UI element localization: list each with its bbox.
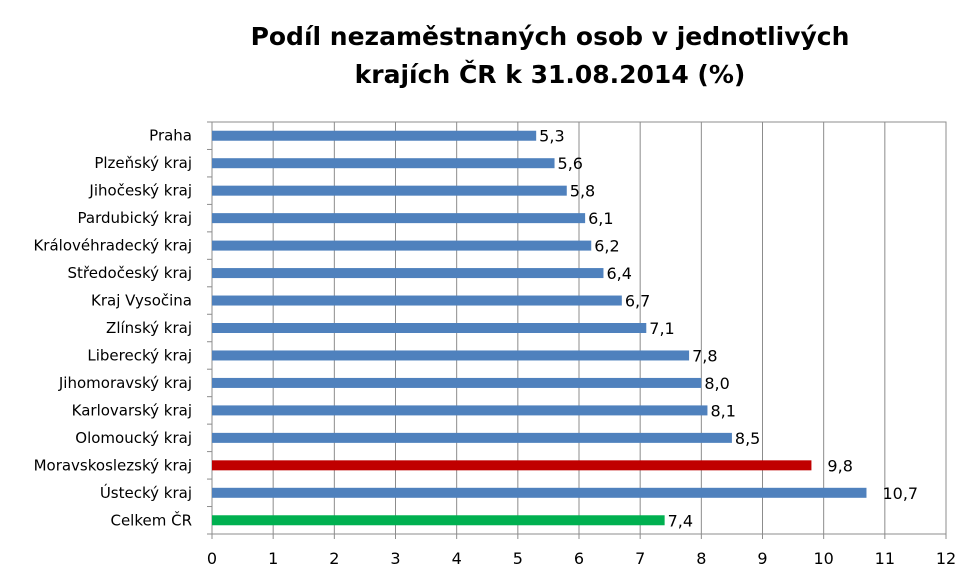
x-tick-label: 4 [452, 549, 462, 568]
bar [212, 432, 732, 443]
category-label: Praha [149, 127, 192, 145]
x-tick-label: 0 [207, 549, 217, 568]
data-label: 5,8 [570, 182, 595, 201]
bar [212, 487, 867, 498]
category-label: Olomoucký kraj [75, 429, 192, 447]
category-label: Karlovarský kraj [72, 401, 192, 419]
x-tick-label: 9 [757, 549, 767, 568]
chart-title: Podíl nezaměstnaných osob v jednotlivých… [150, 18, 950, 94]
category-label: Jihočeský kraj [88, 182, 192, 200]
chart-title-line-2: krajích ČR k 31.08.2014 (%) [354, 60, 746, 89]
category-label: Ústecký kraj [100, 483, 192, 502]
data-label: 10,7 [882, 484, 918, 503]
x-tick-label: 10 [813, 549, 833, 568]
x-tick-label: 7 [635, 549, 645, 568]
chart-title-line-1: Podíl nezaměstnaných osob v jednotlivých [250, 22, 850, 51]
data-label: 8,1 [710, 401, 735, 420]
data-label: 6,2 [594, 237, 619, 256]
x-tick-label: 2 [329, 549, 339, 568]
x-tick-label: 3 [390, 549, 400, 568]
bar [212, 268, 604, 279]
data-label: 5,3 [539, 127, 564, 146]
data-label: 6,7 [625, 292, 650, 311]
data-label: 7,1 [649, 319, 674, 338]
bar [212, 460, 812, 471]
x-tick-label: 6 [574, 549, 584, 568]
bar [212, 515, 665, 526]
bar [212, 158, 555, 169]
data-label: 7,4 [668, 511, 693, 530]
bar [212, 213, 586, 224]
category-label: Jihomoravský kraj [58, 374, 192, 392]
bar [212, 350, 690, 361]
x-tick-label: 8 [696, 549, 706, 568]
bar [212, 185, 567, 196]
data-label: 5,6 [558, 154, 583, 173]
category-label: Liberecký kraj [87, 346, 192, 364]
data-label: 8,0 [704, 374, 729, 393]
data-label: 7,8 [692, 346, 717, 365]
category-label: Pardubický kraj [78, 209, 192, 227]
category-label: Zlínský kraj [106, 319, 192, 337]
x-tick-label: 12 [936, 549, 956, 568]
category-label: Celkem ČR [110, 510, 192, 529]
category-label: Středočeský kraj [68, 264, 192, 282]
data-label: 9,8 [827, 456, 852, 475]
category-label: Královéhradecký kraj [33, 237, 192, 255]
bar [212, 377, 702, 388]
x-tick-label: 1 [268, 549, 278, 568]
x-tick-label: 5 [513, 549, 523, 568]
x-tick-label: 11 [875, 549, 895, 568]
bar [212, 405, 708, 416]
data-label: 6,1 [588, 209, 613, 228]
category-label: Moravskoslezský kraj [34, 456, 192, 474]
bar [212, 240, 592, 251]
category-label: Plzeňský kraj [94, 154, 192, 172]
bar [212, 323, 647, 333]
category-label: Kraj Vysočina [91, 292, 192, 310]
bar [212, 130, 537, 141]
data-label: 6,4 [606, 264, 631, 283]
bar [212, 295, 622, 306]
data-label: 8,5 [735, 429, 760, 448]
